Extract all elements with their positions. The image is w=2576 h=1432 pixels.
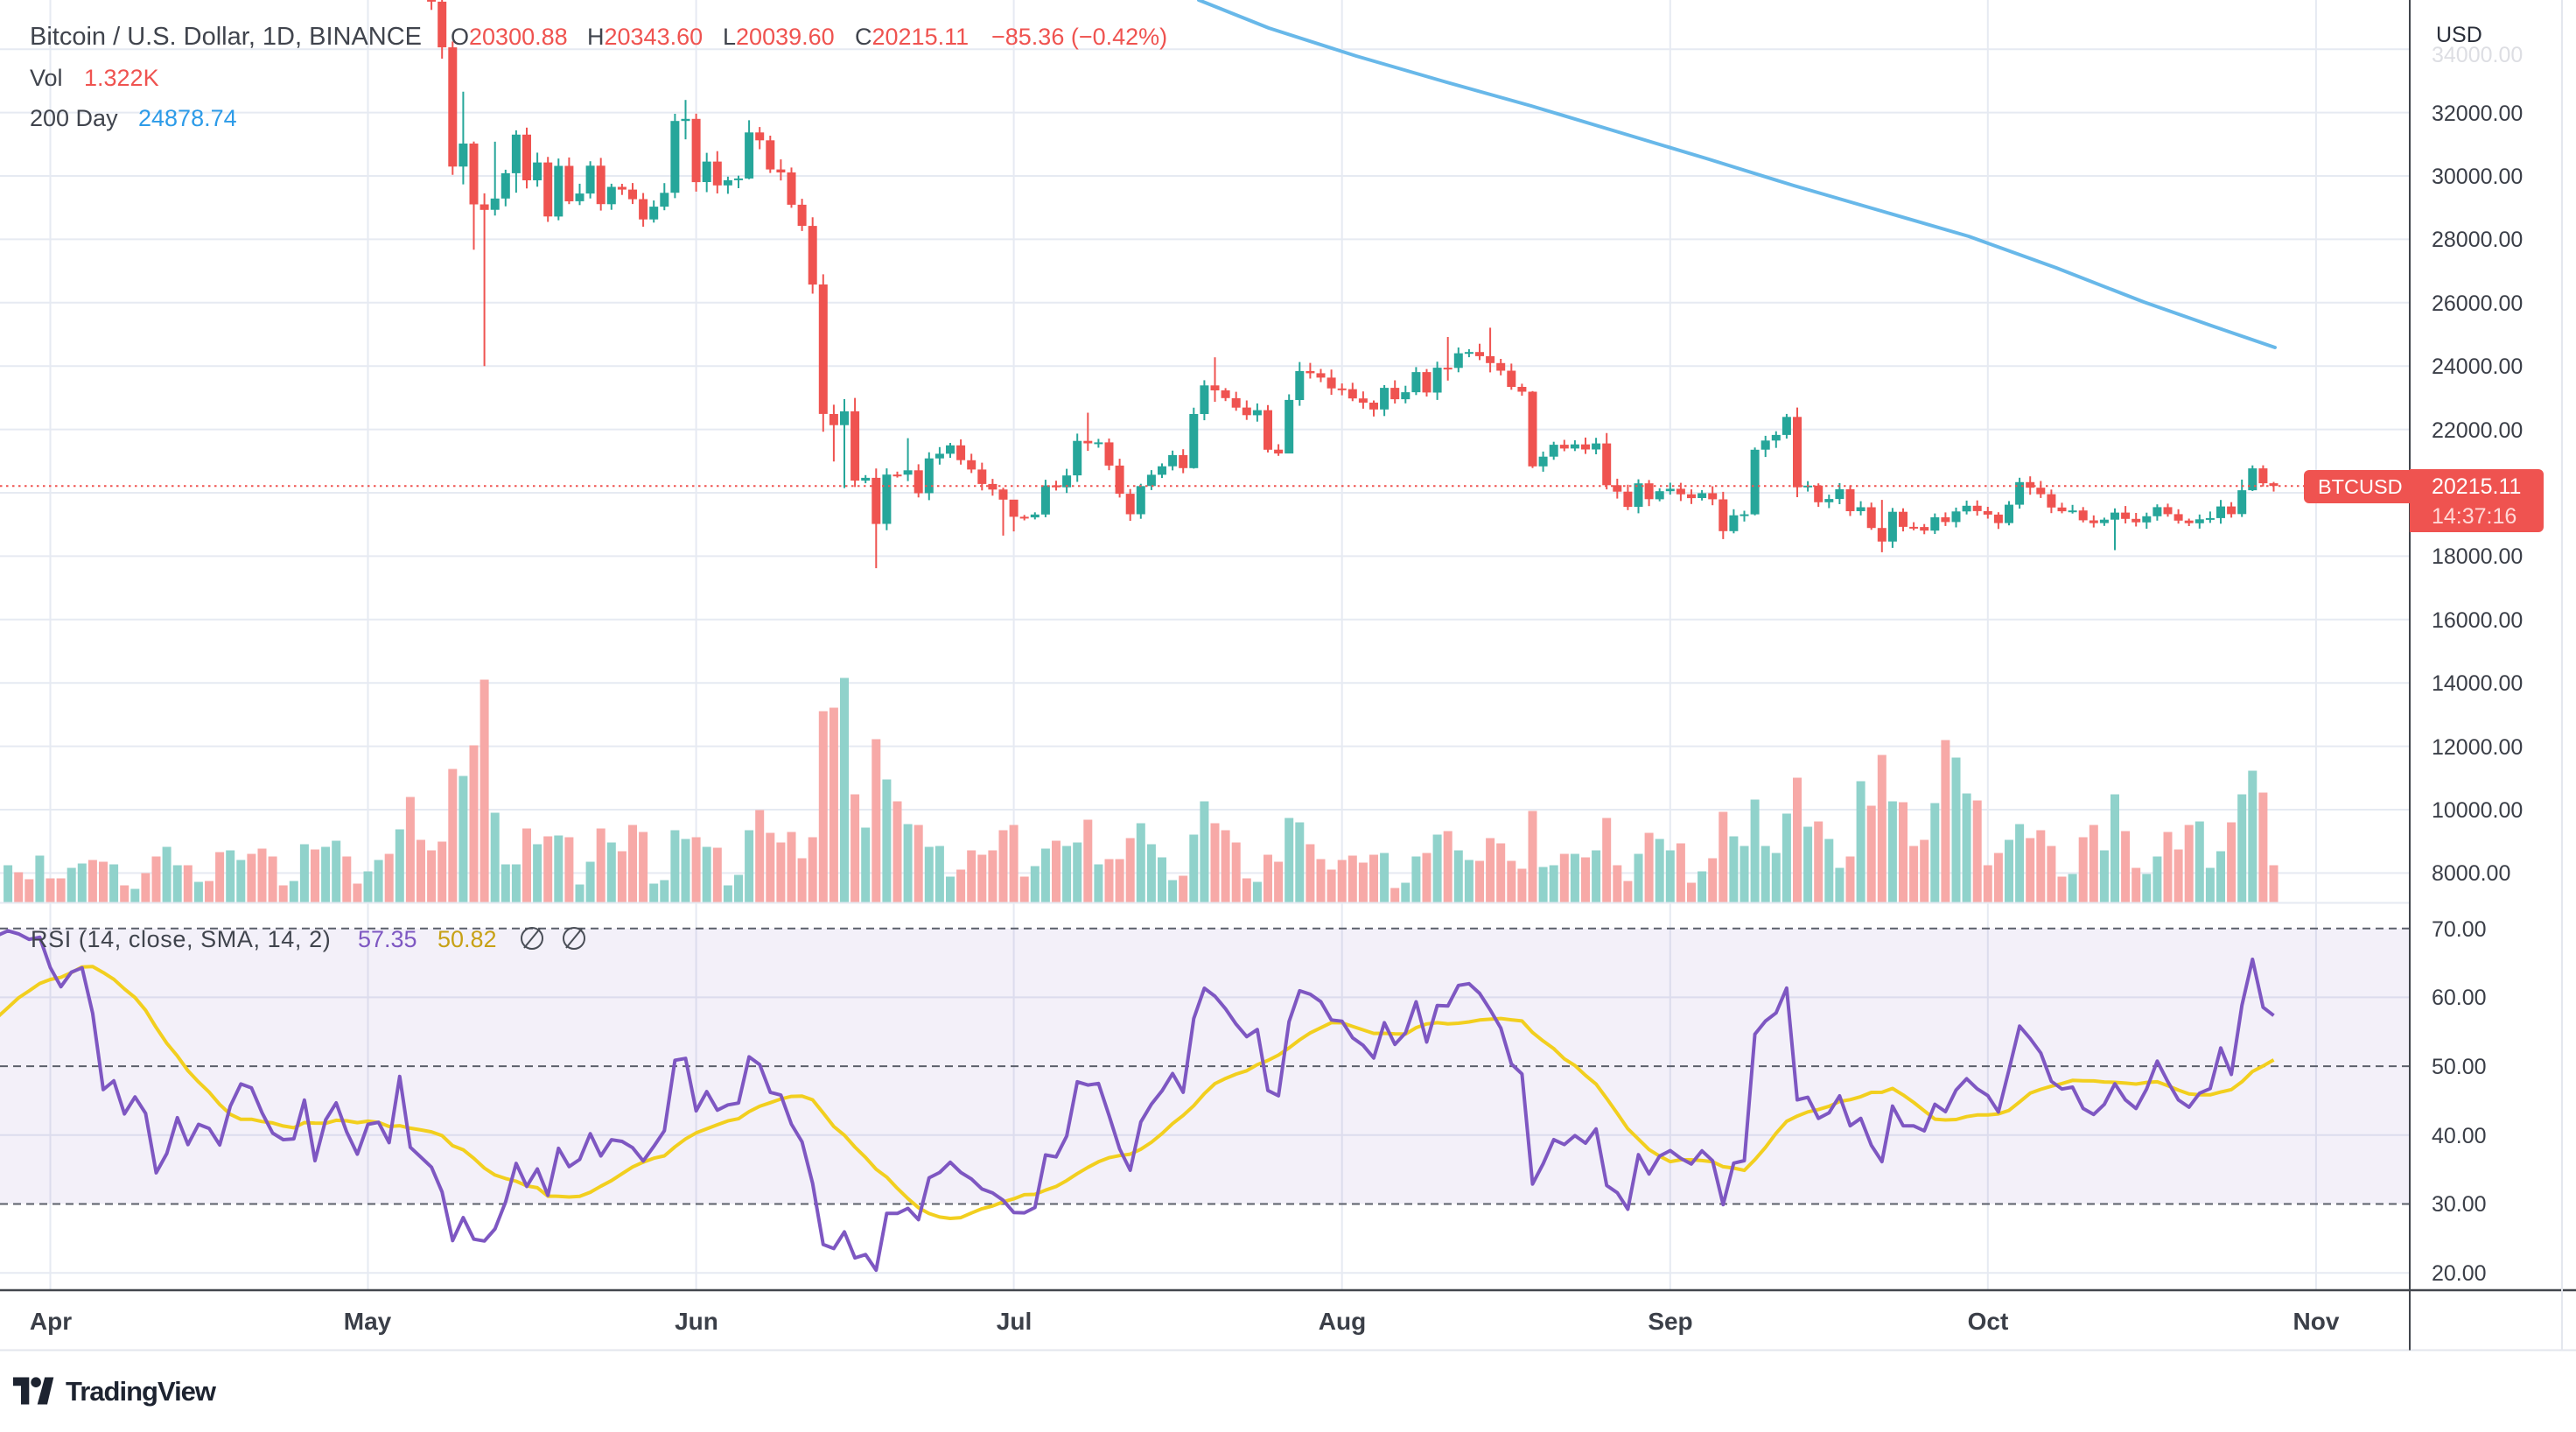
svg-text:34000.00: 34000.00 <box>2432 43 2523 67</box>
svg-text:12000.00: 12000.00 <box>2432 735 2523 760</box>
svg-text:60.00: 60.00 <box>2432 986 2487 1010</box>
svg-text:H20343.60: H20343.60 <box>587 24 703 50</box>
svg-text:Nov: Nov <box>2293 1308 2340 1335</box>
svg-text:20215.11: 20215.11 <box>2432 474 2521 499</box>
svg-text:32000.00: 32000.00 <box>2432 102 2523 126</box>
svg-text:Jun: Jun <box>675 1308 718 1335</box>
svg-text:50.82: 50.82 <box>438 926 497 952</box>
svg-text:C20215.11: C20215.11 <box>855 24 969 50</box>
svg-text:TradingView: TradingView <box>66 1376 217 1407</box>
svg-text:22000.00: 22000.00 <box>2432 418 2523 443</box>
svg-text:14000.00: 14000.00 <box>2432 671 2523 696</box>
svg-text:30.00: 30.00 <box>2432 1192 2487 1217</box>
svg-text:Oct: Oct <box>1968 1308 2009 1335</box>
svg-text:50.00: 50.00 <box>2432 1055 2487 1079</box>
svg-text:RSI (14, close, SMA, 14, 2): RSI (14, close, SMA, 14, 2) <box>31 926 331 952</box>
svg-text:24878.74: 24878.74 <box>138 105 237 131</box>
svg-text:24000.00: 24000.00 <box>2432 354 2523 379</box>
svg-text:USD: USD <box>2436 23 2482 47</box>
svg-text:Jul: Jul <box>997 1308 1032 1335</box>
svg-text:1.322K: 1.322K <box>84 65 159 91</box>
svg-text:10000.00: 10000.00 <box>2432 798 2523 823</box>
svg-text:O20300.88: O20300.88 <box>451 24 568 50</box>
svg-text:40.00: 40.00 <box>2432 1124 2487 1148</box>
svg-text:Aug: Aug <box>1319 1308 1366 1335</box>
svg-text:14:37:16: 14:37:16 <box>2432 504 2516 529</box>
svg-text:57.35: 57.35 <box>358 926 417 952</box>
svg-text:18000.00: 18000.00 <box>2432 544 2523 569</box>
svg-text:30000.00: 30000.00 <box>2432 165 2523 189</box>
svg-text:8000.00: 8000.00 <box>2432 861 2510 886</box>
svg-text:16000.00: 16000.00 <box>2432 608 2523 633</box>
svg-text:70.00: 70.00 <box>2432 917 2487 942</box>
svg-text:26000.00: 26000.00 <box>2432 291 2523 316</box>
svg-text:Bitcoin / U.S. Dollar, 1D, BIN: Bitcoin / U.S. Dollar, 1D, BINANCE <box>30 23 422 51</box>
svg-text:Apr: Apr <box>30 1308 72 1335</box>
svg-text:BTCUSD: BTCUSD <box>2318 475 2403 498</box>
svg-text:200 Day: 200 Day <box>30 105 118 131</box>
svg-text:L20039.60: L20039.60 <box>723 24 835 50</box>
svg-text:Vol: Vol <box>30 65 63 91</box>
svg-text:28000.00: 28000.00 <box>2432 228 2523 252</box>
svg-text:−85.36 (−0.42%): −85.36 (−0.42%) <box>991 24 1167 50</box>
svg-text:May: May <box>344 1308 392 1335</box>
svg-text:20.00: 20.00 <box>2432 1261 2487 1286</box>
svg-text:Sep: Sep <box>1648 1308 1692 1335</box>
